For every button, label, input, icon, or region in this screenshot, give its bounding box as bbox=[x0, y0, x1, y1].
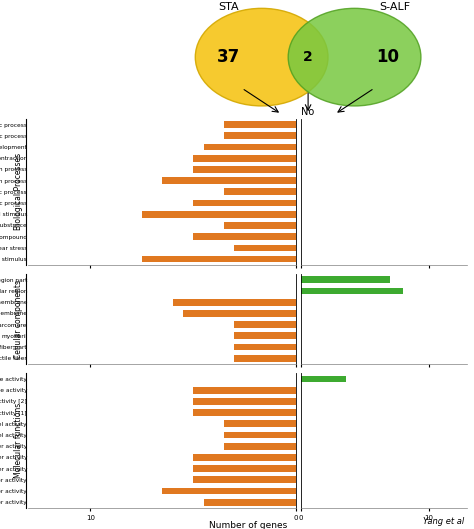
Bar bbox=[301, 376, 346, 382]
Text: STA: STA bbox=[218, 2, 239, 12]
Bar bbox=[235, 344, 296, 350]
Bar bbox=[203, 144, 296, 150]
Bar bbox=[183, 310, 296, 317]
Bar bbox=[193, 466, 296, 472]
Bar bbox=[235, 244, 296, 251]
Text: Number of genes: Number of genes bbox=[209, 521, 287, 529]
Bar bbox=[193, 477, 296, 483]
Bar bbox=[193, 398, 296, 405]
Bar bbox=[173, 299, 296, 306]
Text: Cellular components: Cellular components bbox=[15, 279, 23, 359]
Bar bbox=[203, 499, 296, 506]
Bar bbox=[142, 256, 296, 262]
Bar bbox=[224, 421, 296, 427]
Bar bbox=[193, 200, 296, 206]
Text: No: No bbox=[301, 107, 315, 116]
Bar bbox=[301, 288, 403, 294]
Bar bbox=[301, 277, 390, 283]
Bar bbox=[224, 443, 296, 450]
Bar bbox=[235, 333, 296, 339]
Bar bbox=[224, 432, 296, 439]
Bar bbox=[162, 488, 296, 495]
Text: 10: 10 bbox=[376, 48, 399, 66]
Text: 2: 2 bbox=[303, 50, 313, 64]
Bar bbox=[142, 211, 296, 217]
Bar bbox=[193, 387, 296, 394]
Text: Molecular functions: Molecular functions bbox=[15, 403, 23, 478]
Bar bbox=[193, 155, 296, 161]
Bar bbox=[235, 355, 296, 362]
Ellipse shape bbox=[195, 8, 328, 106]
Bar bbox=[224, 222, 296, 229]
Bar bbox=[235, 321, 296, 328]
Text: Yang et al: Yang et al bbox=[423, 517, 465, 526]
Bar bbox=[224, 132, 296, 139]
Text: Biological Processes: Biological Processes bbox=[15, 153, 23, 231]
Bar bbox=[193, 233, 296, 240]
Text: S-ALF: S-ALF bbox=[379, 2, 410, 12]
Bar bbox=[224, 188, 296, 195]
Bar bbox=[162, 177, 296, 184]
Bar bbox=[224, 121, 296, 128]
Ellipse shape bbox=[288, 8, 421, 106]
Bar bbox=[193, 454, 296, 461]
Text: 37: 37 bbox=[217, 48, 240, 66]
Bar bbox=[193, 166, 296, 173]
Bar bbox=[193, 409, 296, 416]
